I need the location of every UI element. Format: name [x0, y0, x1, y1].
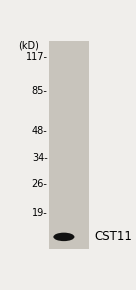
- Text: 85-: 85-: [32, 86, 48, 96]
- Text: 117-: 117-: [26, 52, 48, 62]
- Text: 48-: 48-: [32, 126, 48, 136]
- Text: 26-: 26-: [32, 180, 48, 189]
- Ellipse shape: [53, 233, 74, 241]
- Text: 19-: 19-: [32, 209, 48, 218]
- Bar: [49, 41, 89, 249]
- Text: (kD): (kD): [18, 40, 39, 50]
- Text: CST11: CST11: [94, 230, 132, 243]
- Text: 34-: 34-: [32, 153, 48, 163]
